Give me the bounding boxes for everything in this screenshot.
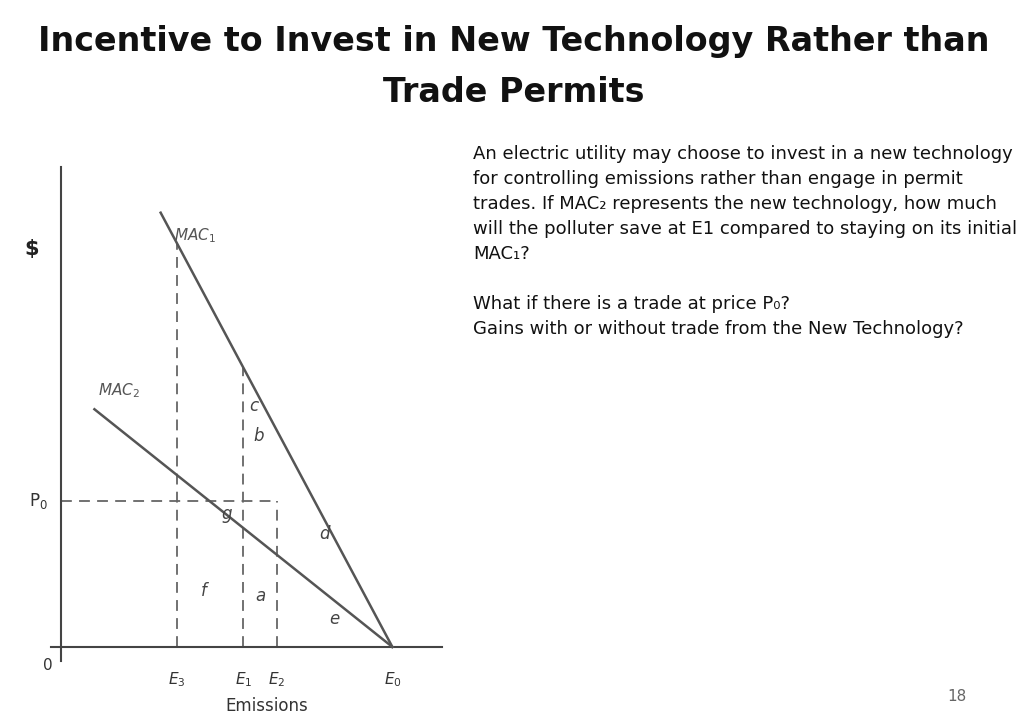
Text: a: a: [255, 587, 265, 605]
Text: e: e: [329, 610, 339, 628]
Text: P$_0$: P$_0$: [29, 491, 48, 510]
Text: An electric utility may choose to invest in a new technology
for controlling emi: An electric utility may choose to invest…: [473, 145, 1017, 338]
Text: $: $: [25, 239, 39, 259]
Text: $E_3$: $E_3$: [169, 670, 186, 688]
Text: Incentive to Invest in New Technology Rather than: Incentive to Invest in New Technology Ra…: [38, 25, 990, 58]
Text: b: b: [253, 427, 263, 445]
Text: MAC$_1$: MAC$_1$: [174, 227, 216, 245]
Text: $E_2$: $E_2$: [268, 670, 285, 688]
Text: 0: 0: [43, 658, 53, 674]
Text: MAC$_2$: MAC$_2$: [98, 381, 140, 400]
Text: g: g: [222, 505, 232, 523]
Text: f: f: [200, 582, 207, 600]
Text: $E_0$: $E_0$: [383, 670, 401, 688]
Text: d: d: [320, 525, 330, 542]
Text: Trade Permits: Trade Permits: [383, 76, 645, 109]
Text: $E_1$: $E_1$: [234, 670, 252, 688]
Text: 18: 18: [947, 689, 966, 704]
Text: c: c: [249, 397, 258, 415]
Text: Emissions: Emissions: [225, 697, 308, 715]
